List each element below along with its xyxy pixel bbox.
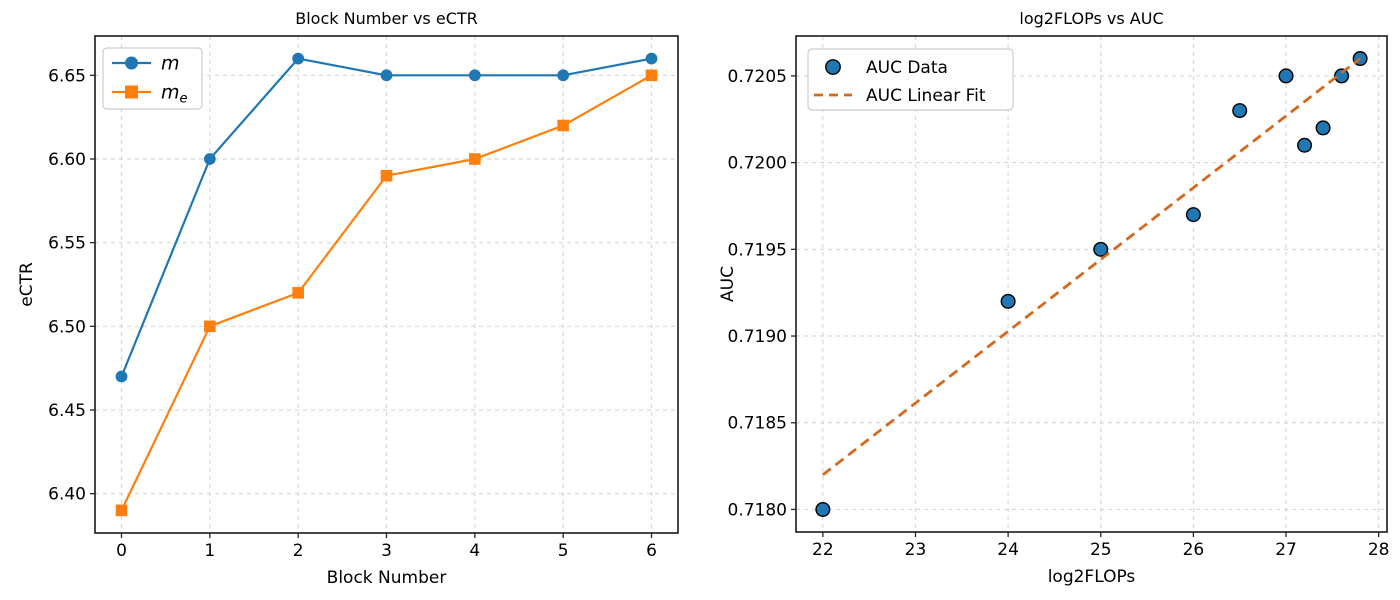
chart-title: log2FLOPs vs AUC <box>1019 9 1163 28</box>
y-axis-label: AUC <box>718 266 738 302</box>
data-point-m_e <box>557 119 569 132</box>
data-point-m_e <box>380 169 393 182</box>
x-tick-label: 25 <box>1090 540 1112 560</box>
legend-label: AUC Linear Fit <box>866 86 986 106</box>
y-tick-label: 0.7200 <box>728 154 787 174</box>
scatter-point <box>1232 103 1248 119</box>
y-tick-label: 0.7190 <box>728 327 787 347</box>
data-point-m <box>292 52 305 65</box>
data-point-m_e <box>292 287 304 299</box>
legend-marker-square <box>125 85 138 99</box>
data-point-m <box>203 153 216 165</box>
fit-line <box>822 57 1361 476</box>
y-tick-label: 0.7180 <box>728 500 787 520</box>
plot-background <box>796 36 1387 532</box>
legend-marker-circle <box>125 56 138 70</box>
data-point-m_e <box>115 504 128 517</box>
x-tick-label: 0 <box>116 541 127 561</box>
y-tick-label: 6.55 <box>48 234 86 254</box>
scatter-point <box>1093 241 1109 257</box>
data-point-m <box>115 370 128 383</box>
x-tick-label: 5 <box>558 541 569 561</box>
x-tick-label: 28 <box>1368 540 1390 560</box>
y-axis-label: eCTR <box>17 262 37 307</box>
x-axis-label: Block Number <box>327 568 447 588</box>
legend-label: me <box>161 82 188 107</box>
x-tick-label: 23 <box>905 540 927 560</box>
scatter-point <box>815 501 831 517</box>
y-tick-label: 6.50 <box>48 317 86 337</box>
x-tick-label: 3 <box>381 541 392 561</box>
left-chart: 0 1 2 3 4 5 6 6.40 6.45 6.50 6.55 6.60 6.65 Block Num… <box>17 9 679 588</box>
legend: AUC Data AUC Linear Fit <box>807 48 1014 111</box>
data-point-m <box>380 69 393 82</box>
right-chart: 22 23 24 25 26 27 28 0.7180 0.7185 0.7190 0.7195 0.… <box>718 9 1389 587</box>
legend-box <box>807 48 1014 111</box>
legend-marker-circle <box>825 59 841 75</box>
data-point-m_e <box>645 69 658 82</box>
x-tick-label: 27 <box>1275 540 1297 560</box>
chart-title: Block Number vs eCTR <box>295 9 478 28</box>
x-tick-label: 2 <box>293 541 304 561</box>
data-point-m <box>468 69 481 82</box>
x-tick-label: 4 <box>469 541 480 561</box>
plot-frame <box>795 35 1388 533</box>
data-point-m_e <box>204 320 216 333</box>
scatter-point <box>1297 137 1313 153</box>
y-tick-label: 6.45 <box>48 401 86 421</box>
x-tick-label: 22 <box>812 540 834 560</box>
x-tick-label: 26 <box>1183 540 1205 560</box>
x-axis-label: log2FLOPs <box>1048 567 1136 587</box>
y-tick-label: 0.7205 <box>728 67 787 87</box>
legend-label: AUC Data <box>866 58 948 78</box>
y-tick-label: 6.40 <box>48 485 86 505</box>
legend-label: m <box>161 53 180 75</box>
x-tick-label: 24 <box>997 540 1019 560</box>
y-tick-label: 6.60 <box>48 150 86 170</box>
x-tick-label: 6 <box>646 541 657 561</box>
y-tick-label: 6.65 <box>48 66 86 86</box>
scatter-point <box>1000 293 1016 309</box>
data-point-m <box>645 52 658 65</box>
scatter-point <box>1185 207 1201 223</box>
legend: m me <box>102 47 203 110</box>
x-tick-label: 1 <box>204 541 215 561</box>
data-point-m <box>557 69 570 82</box>
scatter-point <box>1278 68 1294 84</box>
data-point-m_e <box>469 153 481 165</box>
scatter-point <box>1334 68 1350 84</box>
scatter-point <box>1315 120 1331 136</box>
y-tick-label: 0.7195 <box>728 240 787 260</box>
y-tick-label: 0.7185 <box>728 414 787 434</box>
